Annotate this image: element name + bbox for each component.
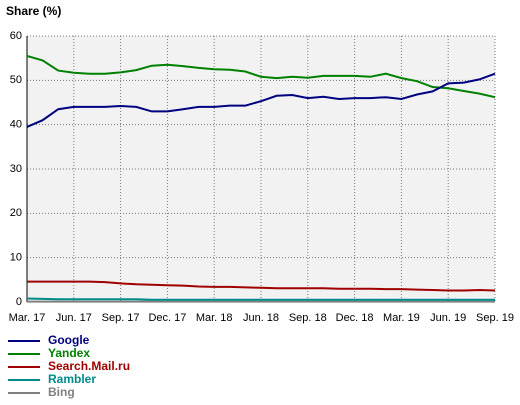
x-tick-label: Jun. 17	[56, 312, 92, 324]
legend-label: Yandex	[48, 346, 90, 360]
x-tick-label: Jun. 18	[243, 312, 279, 324]
legend-label: Google	[48, 333, 90, 347]
y-tick-label: 20	[10, 207, 22, 219]
y-tick-label: 0	[16, 296, 22, 308]
x-tick-label: Jun. 19	[430, 312, 466, 324]
y-tick-label: 10	[10, 252, 22, 264]
series-line	[26, 297, 495, 301]
chart-title: Share (%)	[6, 4, 61, 18]
x-tick-label: Mar. 19	[383, 312, 420, 324]
y-tick-label: 40	[10, 119, 22, 131]
legend-label: Rambler	[48, 372, 96, 386]
x-tick-label: Mar. 17	[9, 312, 46, 324]
y-tick-label: 60	[10, 30, 22, 42]
x-tick-label: Sep. 19	[476, 312, 514, 324]
legend-label: Search.Mail.ru	[48, 359, 130, 373]
x-tick-label: Mar. 18	[196, 312, 233, 324]
series-line	[26, 72, 496, 128]
y-tick-label: 30	[10, 163, 22, 175]
x-tick-label: Sep. 17	[102, 312, 140, 324]
series-line	[27, 280, 496, 292]
y-tick-label: 50	[10, 74, 22, 86]
x-tick-label: Dec. 17	[148, 312, 186, 324]
x-tick-label: Dec. 18	[336, 312, 374, 324]
series-line	[26, 54, 496, 99]
x-tick-label: Sep. 18	[289, 312, 327, 324]
legend-label: Bing	[48, 385, 75, 399]
